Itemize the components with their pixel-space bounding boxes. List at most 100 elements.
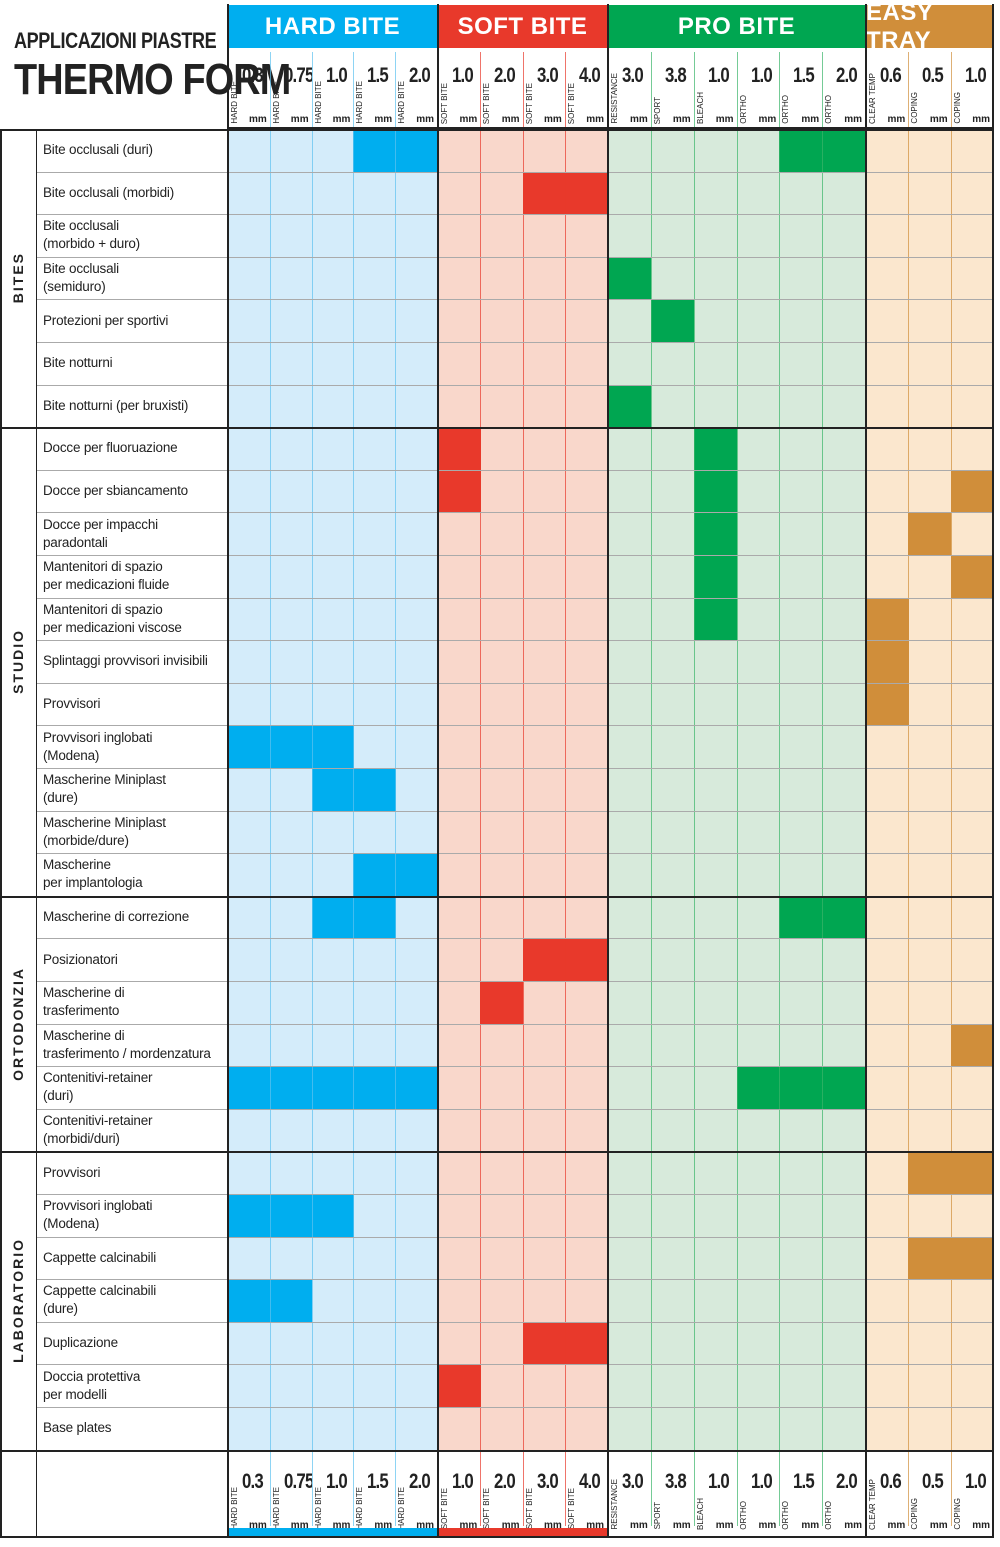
filled-cell bbox=[311, 1194, 354, 1237]
column-unit: mm bbox=[672, 1519, 691, 1531]
column-type-label: BLEACH bbox=[695, 91, 705, 124]
row-divider bbox=[36, 1236, 993, 1238]
group-header-soft-bite: SOFT BITE bbox=[438, 5, 607, 48]
column-header-8: SOFT BITE 4.0 mm bbox=[565, 54, 607, 126]
row-divider bbox=[36, 1321, 993, 1323]
column-thickness: 3.8 bbox=[664, 1469, 687, 1493]
filled-cell bbox=[822, 129, 866, 172]
column-type-label: SOFT BITE bbox=[482, 82, 492, 124]
column-thickness: 1.0 bbox=[750, 64, 773, 87]
column-thickness: 2.0 bbox=[494, 64, 516, 87]
column-header-bottom-13: ORTHO 1.5 mm bbox=[779, 1460, 822, 1532]
row-divider bbox=[36, 1023, 993, 1025]
filled-cell bbox=[650, 299, 695, 342]
column-header-bottom-2: HARD BITE 1.0 mm bbox=[312, 1460, 354, 1532]
column-type-label: SPORT bbox=[652, 1502, 662, 1530]
column-header-bottom-6: SOFT BITE 2.0 mm bbox=[480, 1460, 522, 1532]
column-thickness: 1.0 bbox=[707, 1469, 730, 1493]
filled-cell bbox=[311, 768, 354, 811]
column-type-label: RESISTANCE bbox=[610, 73, 619, 124]
column-header-bottom-3: HARD BITE 1.5 mm bbox=[353, 1460, 395, 1532]
column-unit: mm bbox=[972, 114, 990, 125]
filled-cell bbox=[908, 1151, 952, 1194]
filled-cell bbox=[269, 725, 313, 768]
column-thickness: 3.0 bbox=[622, 64, 644, 87]
filled-cell bbox=[228, 1066, 271, 1109]
column-type-label: COPING bbox=[952, 1498, 962, 1530]
filled-cell bbox=[950, 555, 994, 598]
row-divider bbox=[36, 938, 993, 940]
filled-cell bbox=[522, 171, 566, 215]
column-type-label: HARD BITE bbox=[397, 1486, 407, 1530]
row-label: Splintaggi provvisori invisibili bbox=[43, 653, 208, 669]
column-divider bbox=[522, 52, 524, 1526]
column-thickness: 1.0 bbox=[964, 64, 987, 87]
row-divider bbox=[36, 981, 993, 982]
filled-cell bbox=[693, 555, 738, 598]
row-divider bbox=[36, 342, 993, 343]
group-border bbox=[992, 4, 994, 1538]
filled-cell bbox=[480, 981, 524, 1024]
column-header-bottom-17: COPING 1.0 mm bbox=[951, 1460, 993, 1532]
page-title: APPLICAZIONI PIASTRE bbox=[14, 28, 217, 53]
column-header-bottom-11: BLEACH 1.0 mm bbox=[694, 1460, 737, 1532]
filled-cell bbox=[779, 129, 823, 172]
column-unit: mm bbox=[630, 114, 648, 125]
row-divider bbox=[36, 725, 993, 727]
filled-cell bbox=[564, 1321, 608, 1365]
column-unit: mm bbox=[758, 1519, 777, 1531]
column-thickness: 2.0 bbox=[409, 64, 431, 87]
row-label: Protezioni per sportivi bbox=[43, 312, 169, 328]
row-label: Contenitivi-retainer (morbidi/duri) bbox=[43, 1113, 153, 1147]
column-thickness: 1.5 bbox=[793, 64, 815, 87]
filled-cell bbox=[353, 853, 396, 896]
column-unit: mm bbox=[844, 114, 862, 125]
column-header-3: HARD BITE 1.5 mm bbox=[353, 54, 395, 126]
filled-cell bbox=[353, 895, 396, 939]
column-type-label: HARD BITE bbox=[313, 81, 323, 124]
column-thickness: 4.0 bbox=[578, 64, 601, 87]
column-unit: mm bbox=[501, 114, 520, 125]
group-background-3 bbox=[866, 129, 993, 1450]
filled-cell bbox=[693, 597, 738, 641]
column-type-label: SPORT bbox=[652, 96, 662, 124]
column-unit: mm bbox=[929, 114, 948, 125]
column-type-label: ORTHO bbox=[824, 1500, 834, 1530]
column-divider bbox=[736, 52, 738, 1526]
filled-cell bbox=[779, 895, 823, 939]
filled-cell bbox=[822, 895, 866, 939]
column-header-bottom-9: RESISTANCE 3.0 mm bbox=[608, 1460, 651, 1532]
filled-cell bbox=[564, 938, 608, 981]
column-unit: mm bbox=[249, 1519, 267, 1531]
column-type-label: CLEAR TEMP bbox=[868, 73, 877, 124]
footer-underline bbox=[0, 1535, 993, 1538]
row-divider bbox=[36, 768, 993, 769]
column-type-label: HARD BITE bbox=[230, 1486, 239, 1530]
row-divider bbox=[0, 895, 993, 898]
row-divider bbox=[0, 129, 993, 131]
column-header-7: SOFT BITE 3.0 mm bbox=[523, 54, 565, 126]
filled-cell bbox=[269, 1194, 313, 1237]
column-type-label: SOFT BITE bbox=[440, 1488, 449, 1530]
filled-cell bbox=[395, 129, 438, 172]
column-unit: mm bbox=[459, 114, 478, 125]
filled-cell bbox=[228, 1279, 271, 1322]
column-thickness: 1.0 bbox=[452, 64, 474, 87]
row-divider bbox=[36, 1108, 993, 1110]
column-type-label: SOFT BITE bbox=[524, 1488, 534, 1530]
filled-cell bbox=[269, 1279, 313, 1322]
filled-cell bbox=[353, 129, 396, 172]
group-border bbox=[36, 129, 37, 1538]
row-divider bbox=[36, 384, 993, 386]
column-thickness: 1.0 bbox=[707, 64, 730, 87]
filled-cell bbox=[395, 1066, 438, 1109]
group-header-easy-tray: EASY TRAY bbox=[866, 0, 993, 54]
column-thickness: 2.0 bbox=[494, 1469, 516, 1493]
column-thickness: 1.5 bbox=[367, 64, 389, 87]
column-type-label: HARD BITE bbox=[397, 81, 407, 124]
row-divider bbox=[0, 427, 993, 430]
category-label: BITES bbox=[10, 252, 26, 304]
group-border bbox=[227, 4, 229, 1538]
bottom-strip-0 bbox=[228, 1527, 437, 1536]
filled-cell bbox=[395, 853, 438, 896]
